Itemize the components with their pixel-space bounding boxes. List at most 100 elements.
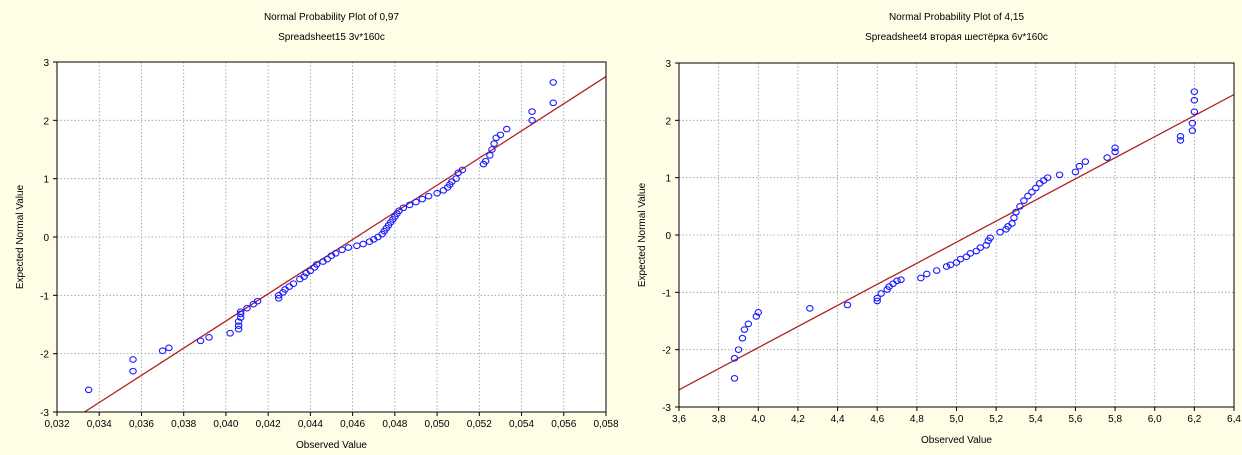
x-tick-label: 0,058: [593, 419, 618, 430]
x-tick-label: 4,4: [831, 414, 845, 425]
data-point: [424, 192, 433, 200]
data-point: [481, 157, 490, 165]
data-point: [458, 166, 467, 174]
y-tick-label: -3: [662, 403, 671, 414]
data-point: [1075, 162, 1084, 170]
y-axis-label: Expected Normal Value: [15, 184, 26, 289]
data-point: [996, 228, 1004, 236]
data-point: [165, 344, 173, 352]
x-tick-label: 0,056: [551, 419, 576, 430]
x-tick-label: 5,0: [950, 414, 964, 425]
data-point: [236, 308, 245, 316]
data-point: [897, 276, 905, 284]
x-tick-label: 4,6: [870, 414, 884, 425]
data-point: [1190, 88, 1199, 96]
x-tick-label: 0,040: [213, 419, 238, 430]
x-tick-label: 0,046: [340, 419, 365, 430]
y-tick-label: -1: [662, 288, 671, 299]
chart-left: 0,032 0,034 0,036 0,038 0,040 0,042 0,044 0,046…: [0, 0, 620, 455]
data-point: [1081, 158, 1090, 165]
chart-title: Normal Probability Plot of 4,15: [889, 12, 1025, 23]
data-point: [1103, 154, 1111, 161]
data-point: [1111, 144, 1119, 152]
data-point: [549, 79, 557, 86]
x-tick-label: 0,050: [425, 419, 450, 430]
data-point: [1043, 174, 1052, 182]
chart-title: Normal Probability Plot of 0,97: [264, 12, 400, 23]
x-tick-label: 0,044: [298, 419, 323, 430]
data-point: [1071, 168, 1080, 176]
data-point: [405, 201, 414, 209]
x-tick-label: 0,034: [87, 419, 112, 430]
data-point: [412, 198, 420, 206]
data-point: [1188, 119, 1197, 127]
data-point: [234, 325, 243, 333]
data-point: [917, 274, 925, 282]
x-tick-label: 0,048: [382, 419, 407, 430]
data-point: [738, 334, 747, 342]
data-point: [734, 346, 743, 354]
x-tick-label: 0,052: [467, 419, 492, 430]
data-point: [234, 322, 243, 330]
data-point: [942, 263, 951, 270]
x-tick-label: 4,0: [751, 414, 765, 425]
data-point: [1012, 208, 1020, 216]
data-point: [1028, 188, 1036, 196]
data-point: [1024, 192, 1032, 200]
data-point: [744, 320, 753, 328]
data-point: [488, 146, 496, 153]
data-point: [752, 313, 761, 320]
chart-right-svg: 3,6 3,8 4,0 4,2 4,4 4,6 4,8 5,0 5,2 5,4 5,6 5,8 6,0 6…: [637, 12, 1241, 446]
data-point: [243, 304, 251, 312]
data-point: [234, 318, 243, 325]
data-point: [496, 131, 505, 139]
data-point: [129, 356, 137, 363]
data-point: [932, 267, 941, 274]
data-point: [730, 374, 739, 382]
chart-subtitle: Spreadsheet4 вторая шестёрка 6v*160c: [865, 32, 1048, 43]
data-point: [158, 347, 167, 355]
data-point: [300, 273, 308, 281]
y-tick-label: -1: [40, 291, 49, 302]
data-point: [952, 259, 961, 266]
data-point: [1188, 127, 1197, 135]
data-point: [490, 140, 498, 148]
data-point: [503, 125, 511, 133]
y-tick-label: -3: [40, 408, 49, 419]
x-tick-label: 6,0: [1148, 414, 1162, 425]
data-point: [1020, 197, 1028, 204]
x-tick-label: 0,038: [171, 419, 196, 430]
data-point: [418, 195, 427, 203]
data-point: [306, 267, 315, 275]
y-tick-label: 2: [43, 116, 49, 127]
data-point: [986, 234, 994, 242]
data-point: [486, 151, 494, 159]
data-point: [1176, 133, 1185, 140]
data-point: [399, 204, 408, 212]
y-tick-label: 1: [665, 174, 671, 185]
plot-frame: [678, 62, 1235, 408]
data-point: [129, 367, 137, 375]
x-tick-label: 5,2: [989, 414, 1003, 425]
data-point: [549, 99, 557, 107]
data-point: [740, 326, 749, 333]
x-tick-label: 5,6: [1068, 414, 1082, 425]
y-tick-label: 0: [665, 231, 671, 242]
y-tick-label: 0: [43, 233, 49, 244]
data-point: [843, 301, 852, 309]
data-point: [226, 329, 234, 337]
data-point: [528, 116, 536, 124]
data-point: [289, 280, 298, 288]
x-tick-label: 5,4: [1029, 414, 1043, 425]
data-point: [253, 297, 262, 305]
x-tick-label: 0,036: [129, 419, 154, 430]
chart-left-svg: 0,032 0,034 0,036 0,038 0,040 0,042 0,044 0,046…: [15, 12, 619, 451]
data-point: [338, 246, 346, 254]
x-tick-label: 3,8: [712, 414, 726, 425]
x-tick-label: 0,054: [509, 419, 534, 430]
data-point: [877, 290, 885, 297]
fit-line: [84, 76, 606, 412]
x-tick-label: 6,4: [1227, 414, 1241, 425]
data-point: [1016, 202, 1024, 210]
chart-subtitle: Spreadsheet15 3v*160c: [278, 32, 385, 43]
